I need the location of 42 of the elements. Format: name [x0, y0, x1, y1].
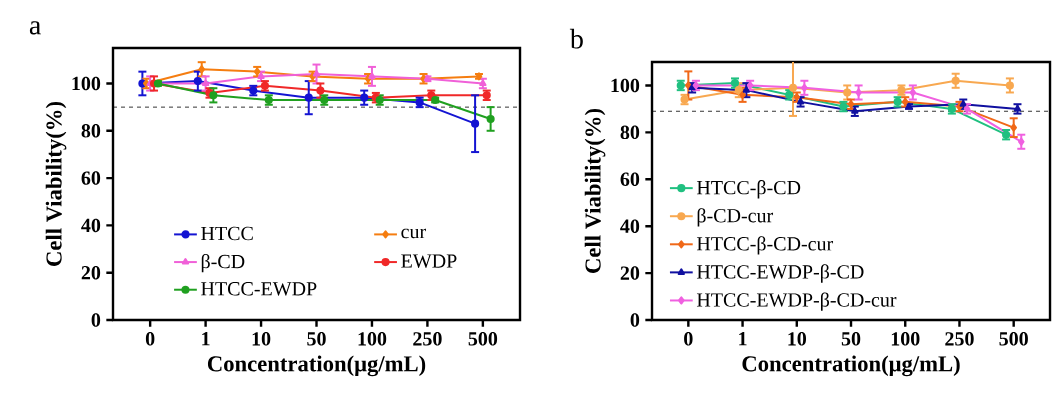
y-tick-label: 20	[620, 266, 640, 280]
legend-label: HTCC-β-CD	[696, 180, 801, 199]
y-tick-label: 20	[81, 265, 101, 280]
x-tick-label: 250	[413, 332, 442, 346]
legend-label: cur	[401, 228, 426, 239]
x-tick-label: 10	[788, 332, 807, 346]
x-tick-label: 0	[145, 332, 155, 346]
legend-label: HTCC	[201, 226, 253, 241]
x-tick-label: 1	[739, 332, 747, 346]
y-tick-label: 100	[72, 76, 101, 91]
y-tick-label: 80	[81, 124, 101, 138]
x-axis-title: Concentration(μg/mL)	[207, 355, 426, 377]
legend-label: β-CD	[201, 254, 245, 273]
y-tick-label: 0	[91, 313, 101, 327]
x-tick-label: 500	[999, 332, 1028, 346]
y-tick-label: 40	[81, 218, 101, 233]
y-tick-label: 100	[611, 78, 640, 93]
legend-label: HTCC-β-CD-cur	[696, 236, 834, 255]
y-axis-title: Cell Viability(%)	[45, 101, 67, 266]
x-tick-label: 50	[307, 332, 326, 346]
x-tick-label: 1	[202, 332, 210, 346]
y-axis-title: Cell Viability(%)	[584, 108, 606, 273]
x-axis-title: Concentration(μg/mL)	[742, 355, 960, 377]
x-tick-label: 500	[468, 332, 498, 346]
legend-label: EWDP	[401, 254, 457, 268]
y-tick-label: 0	[630, 313, 640, 327]
y-tick-label: 40	[620, 219, 640, 233]
x-tick-label: 50	[841, 332, 861, 346]
y-tick-label: 60	[620, 172, 640, 187]
chart-title: a	[29, 21, 41, 35]
x-tick-label: 100	[358, 332, 387, 346]
legend-label: HTCC-EWDP-β-CD	[696, 264, 864, 283]
legend-label: HTCC-EWDP-β-CD-cur	[696, 292, 897, 311]
x-tick-label: 250	[945, 332, 974, 346]
y-tick-label: 60	[81, 171, 101, 185]
legend-label: HTCC-EWDP	[201, 282, 317, 296]
legend-label: β-CD-cur	[697, 208, 774, 227]
x-tick-label: 0	[684, 332, 693, 346]
y-tick-label: 80	[620, 125, 640, 140]
x-tick-label: 100	[891, 332, 920, 346]
x-tick-label: 10	[252, 332, 271, 346]
chart-title: b	[569, 28, 583, 49]
